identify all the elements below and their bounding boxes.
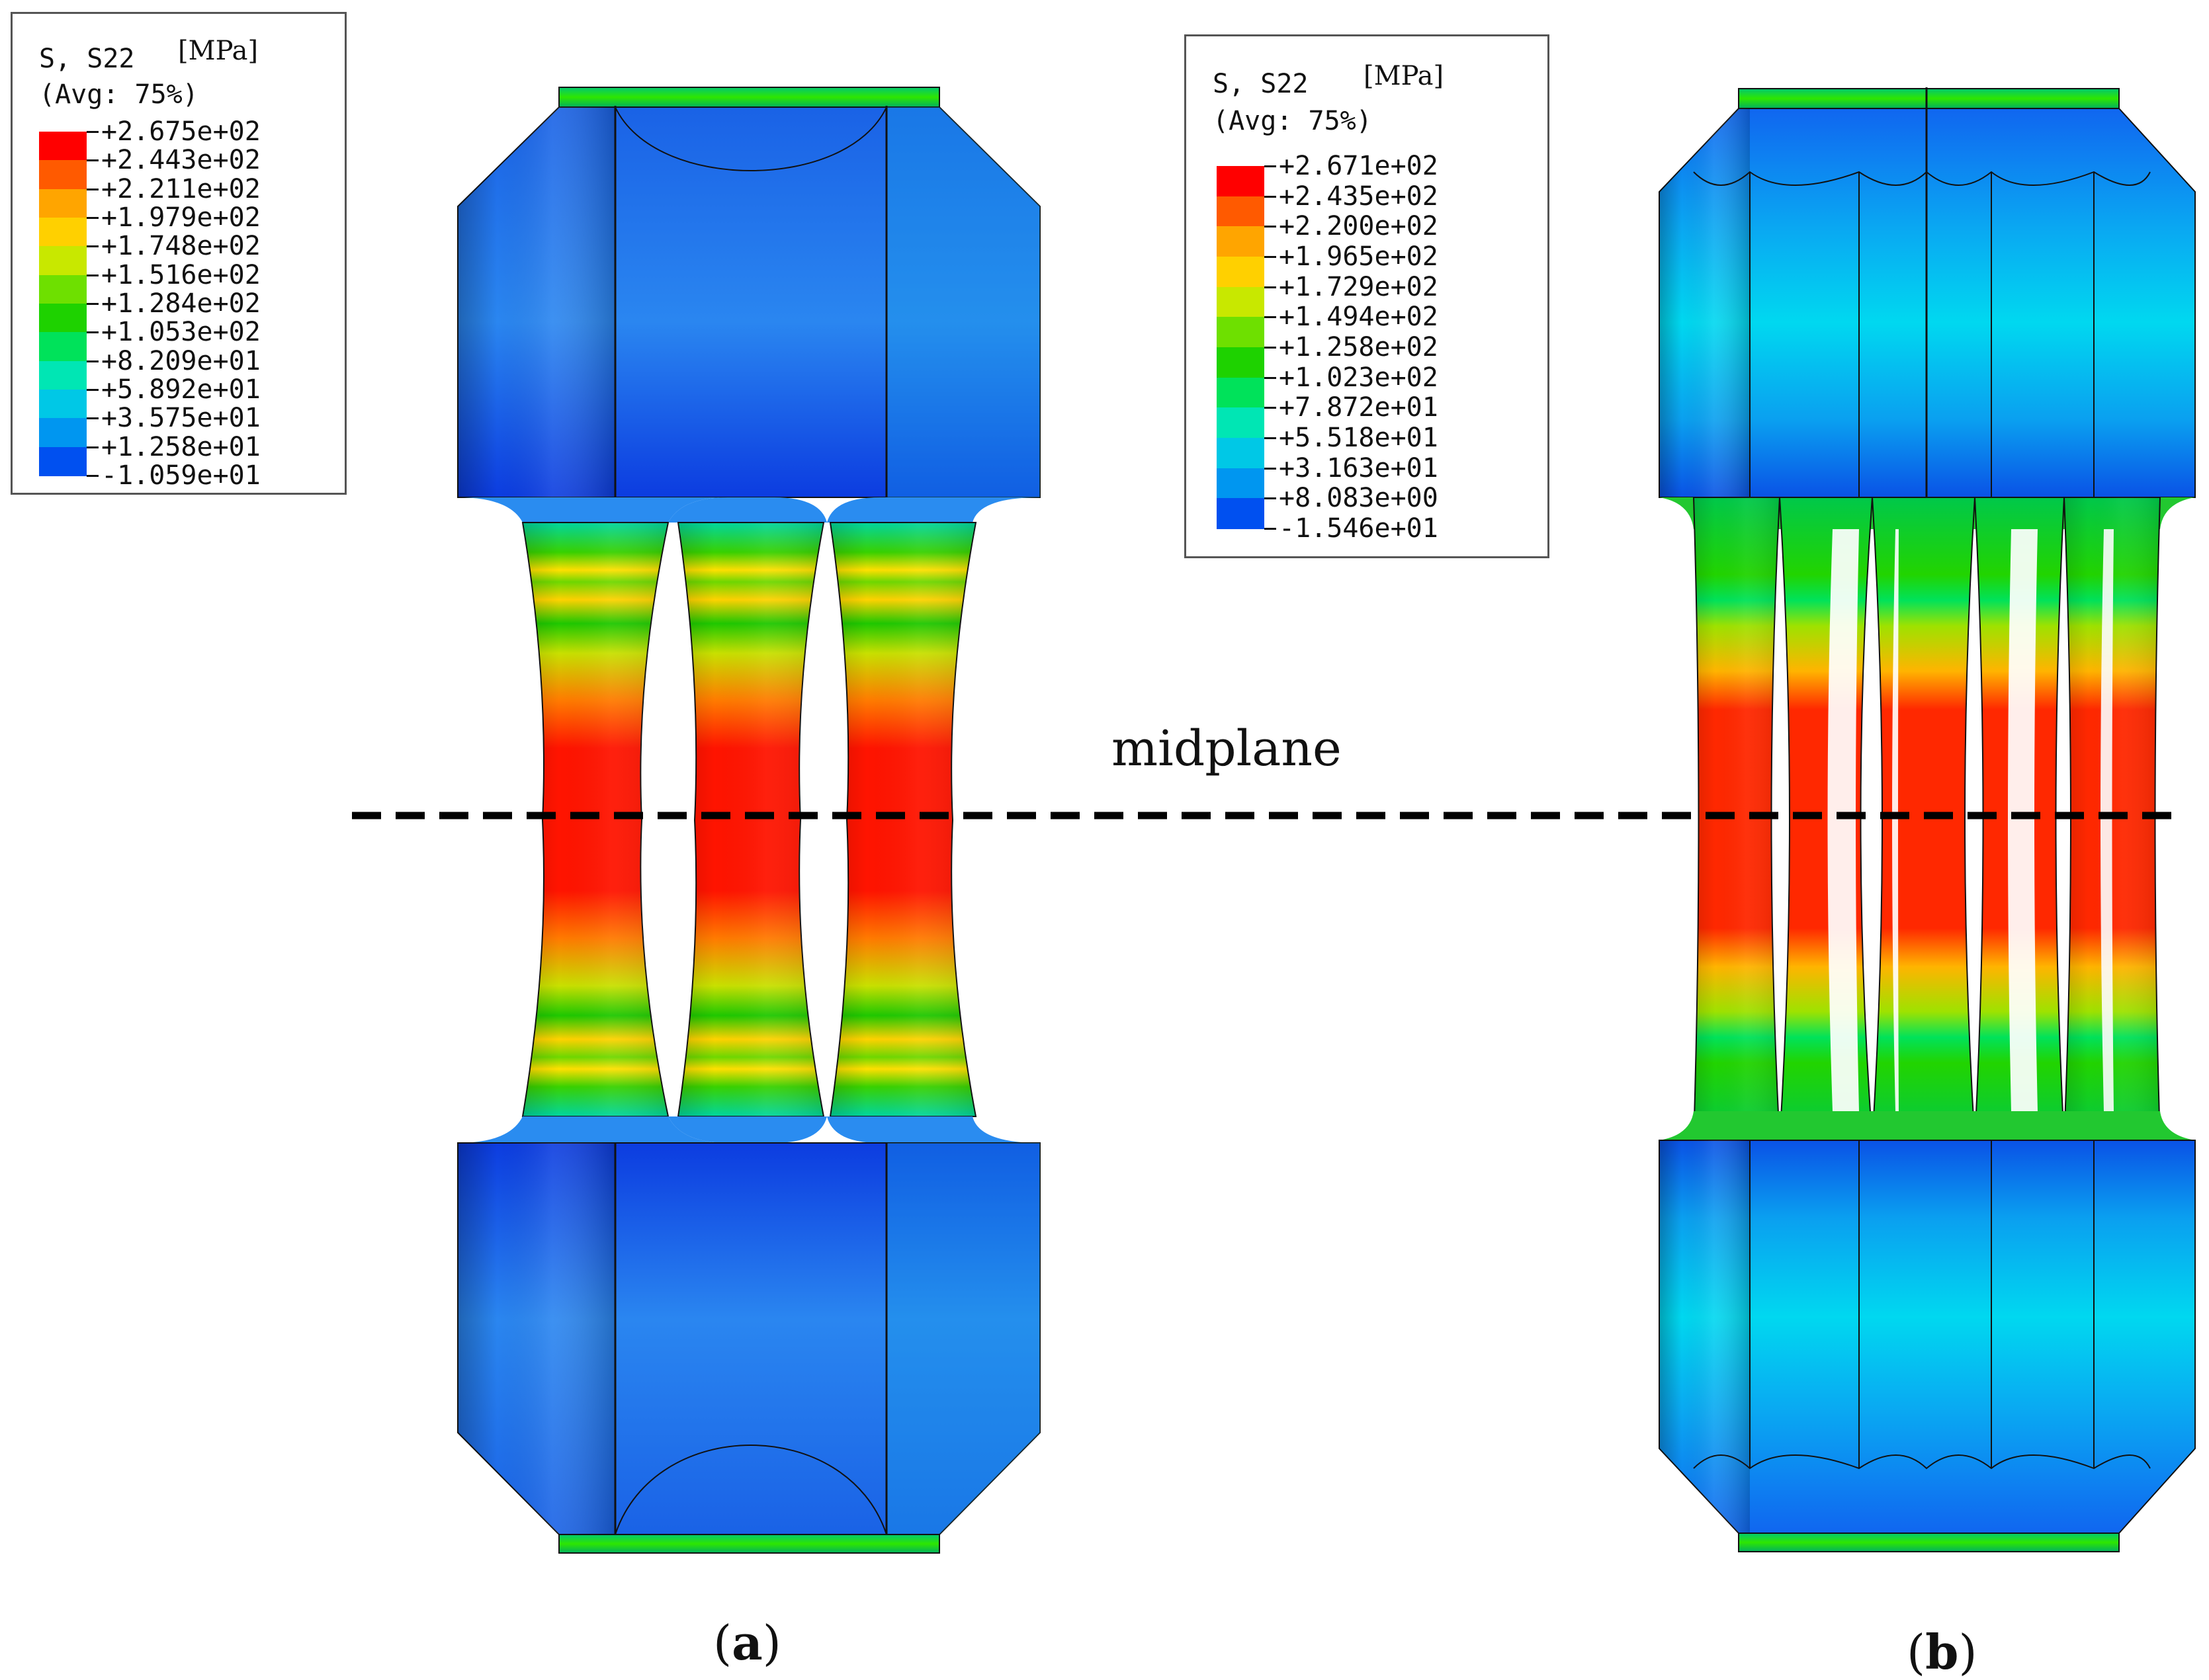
specimen-b-bottom-cap <box>1738 1533 2120 1552</box>
legend-b-unit: [MPa] <box>1364 61 1444 91</box>
legend-a-swatch <box>39 189 87 218</box>
legend-a-swatch <box>39 332 87 362</box>
legend-a-level-label: +1.258e+01 <box>101 431 261 462</box>
legend-a-swatch <box>39 360 87 390</box>
panel-label-b: (b) <box>1907 1624 1977 1680</box>
legend-a-color-bar <box>39 132 87 476</box>
legend-a-tick <box>87 303 99 305</box>
legend-b-swatch <box>1217 377 1264 409</box>
legend-b-level-label: +7.872e+01 <box>1279 392 1438 423</box>
specimen-a <box>457 87 1041 1554</box>
legend-a-level-label: +3.575e+01 <box>101 403 261 434</box>
legend-a-swatch <box>39 390 87 419</box>
legend-b-variable: S, S22 <box>1213 69 1309 99</box>
legend-a-tick <box>87 274 99 276</box>
legend-b-tick <box>1264 316 1276 319</box>
legend-b-tick <box>1264 437 1276 439</box>
legend-b-level-label: +1.494e+02 <box>1279 302 1438 333</box>
legend-b-level-label: +5.518e+01 <box>1279 423 1438 453</box>
midplane-label: midplane <box>1111 720 1342 777</box>
legend-b-swatch <box>1217 196 1264 228</box>
legend-b-level-label: +1.023e+02 <box>1279 362 1438 393</box>
legend-b-level-label: -1.546e+01 <box>1279 513 1438 544</box>
legend-a-swatch <box>39 246 87 276</box>
contour-legend-a: S, S22 [MPa] (Avg: 75%) +2.675e+02 +2.443… <box>11 12 347 495</box>
legend-b-level-label: +2.435e+02 <box>1279 181 1438 212</box>
legend-a-swatch <box>39 418 87 448</box>
legend-a-level-label: +1.516e+02 <box>101 259 261 290</box>
legend-b-level-label: +8.083e+00 <box>1279 483 1438 514</box>
legend-a-tick <box>87 245 99 248</box>
legend-a-tick <box>87 188 99 190</box>
contour-legend-b: S, S22 [MPa] (Avg: 75%) +2.671e+02 +2.435… <box>1184 34 1549 558</box>
legend-b-tick <box>1264 165 1276 167</box>
legend-a-tick <box>87 389 99 391</box>
legend-b-swatch <box>1217 468 1264 499</box>
legend-a-level-label: +1.053e+02 <box>101 317 261 348</box>
legend-b-level-label: +2.671e+02 <box>1279 151 1438 181</box>
legend-b-tick <box>1264 226 1276 228</box>
legend-b-swatch <box>1217 286 1264 318</box>
specimen-b-top-cap <box>1738 88 2120 109</box>
legend-b-swatch <box>1217 347 1264 378</box>
legend-a-swatch <box>39 274 87 304</box>
legend-b-tick <box>1264 347 1276 349</box>
legend-a-swatch <box>39 132 87 161</box>
legend-a-level-label: +2.443e+02 <box>101 145 261 176</box>
legend-a-level-label: +5.892e+01 <box>101 374 261 405</box>
legend-b-tick <box>1264 407 1276 409</box>
legend-a-level-label: +2.211e+02 <box>101 173 261 204</box>
legend-a-tick <box>87 475 99 477</box>
legend-a-level-label: +2.675e+02 <box>101 116 261 147</box>
legend-b-swatch <box>1217 407 1264 439</box>
legend-b-swatch <box>1217 226 1264 257</box>
legend-b-level-label: +1.965e+02 <box>1279 241 1438 272</box>
legend-a-level-label: +1.979e+02 <box>101 202 261 233</box>
specimen-b <box>1659 87 2196 1552</box>
specimen-a-bottom-cap <box>558 1534 940 1554</box>
panel-label-a: (a) <box>713 1615 781 1671</box>
legend-b-level-label: +1.258e+02 <box>1279 332 1438 362</box>
legend-b-tick <box>1264 376 1276 379</box>
legend-a-level-label: -1.059e+01 <box>101 460 261 491</box>
legend-a-swatch <box>39 304 87 333</box>
legend-a-tick <box>87 131 99 133</box>
legend-a-tick <box>87 417 99 420</box>
legend-b-tick <box>1264 497 1276 500</box>
legend-a-average: (Avg: 75%) <box>39 79 198 110</box>
legend-a-level-label: +1.748e+02 <box>101 231 261 262</box>
legend-a-swatch <box>39 446 87 476</box>
legend-a-unit: [MPa] <box>178 36 259 66</box>
legend-b-swatch <box>1217 257 1264 288</box>
legend-b-tick <box>1264 467 1276 470</box>
legend-a-swatch <box>39 160 87 190</box>
legend-a-level-label: +8.209e+01 <box>101 345 261 376</box>
legend-a-level-label: +1.284e+02 <box>101 288 261 319</box>
legend-b-level-label: +2.200e+02 <box>1279 211 1438 242</box>
legend-a-tick <box>87 159 99 162</box>
legend-b-tick <box>1264 286 1276 288</box>
legend-b-level-label: +3.163e+01 <box>1279 452 1438 483</box>
legend-a-tick <box>87 360 99 362</box>
legend-a-swatch <box>39 218 87 247</box>
legend-b-swatch <box>1217 438 1264 469</box>
legend-b-tick <box>1264 528 1276 530</box>
legend-b-level-label: +1.729e+02 <box>1279 271 1438 302</box>
legend-b-tick <box>1264 256 1276 258</box>
legend-b-color-bar <box>1217 166 1264 529</box>
legend-a-tick <box>87 446 99 448</box>
legend-b-average: (Avg: 75%) <box>1213 106 1372 136</box>
legend-b-swatch <box>1217 498 1264 529</box>
legend-b-swatch <box>1217 317 1264 348</box>
legend-a-variable: S, S22 <box>39 44 135 74</box>
legend-b-tick <box>1264 195 1276 198</box>
specimen-a-top-cap <box>558 87 940 108</box>
legend-b-swatch <box>1217 166 1264 197</box>
legend-a-tick <box>87 331 99 334</box>
legend-a-tick <box>87 217 99 219</box>
